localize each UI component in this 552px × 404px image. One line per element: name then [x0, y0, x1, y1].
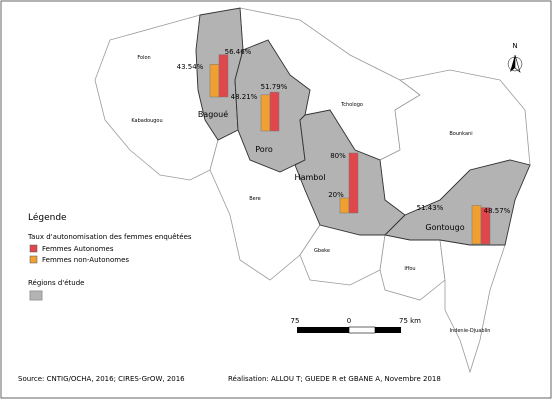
- background-regions: [94, 7, 531, 374]
- study-region-label: Poro: [255, 145, 273, 154]
- region-label: Indenie-Djuablin: [450, 328, 491, 334]
- bar-non-autonomes: [471, 205, 482, 245]
- credit: Réalisation: ALLOU T; GUEDE R et GBANE A…: [228, 375, 441, 383]
- study-region-label: Hambol: [295, 173, 326, 182]
- north-label: N: [512, 42, 517, 50]
- value-label: 51.43%: [417, 204, 444, 212]
- legend-subtitle: Taux d'autonomisation des femmes enquêté…: [27, 233, 192, 241]
- source: Source: CNTIG/OCHA, 2016; CIRES-GrOW, 20…: [18, 375, 185, 383]
- bar-autonomes: [348, 152, 359, 214]
- value-label: 43.54%: [177, 63, 204, 71]
- region-label: Bounkani: [449, 131, 472, 137]
- bar-autonomes: [218, 54, 229, 98]
- legend-swatch: [29, 244, 38, 253]
- scale-bar: 75 0 75 km: [291, 317, 421, 334]
- region-label: Kabadougou: [131, 118, 162, 124]
- value-label: 56.46%: [225, 48, 252, 56]
- scale-label: 75 km: [399, 317, 421, 325]
- study-region-label: Gontougo: [425, 223, 464, 232]
- bar-non-autonomes: [339, 197, 350, 214]
- legend-regions-title: Régions d'étude: [28, 279, 84, 287]
- region-label: Gbeke: [314, 248, 330, 254]
- bar-autonomes: [480, 207, 491, 245]
- region-label: Tchologo: [340, 102, 363, 108]
- region-label: Bere: [249, 196, 261, 202]
- value-label: 48.21%: [231, 93, 258, 101]
- bar-non-autonomes: [209, 64, 220, 98]
- legend-label: Femmes non-Autonomes: [42, 256, 129, 264]
- legend-label: Femmes Autonomes: [42, 245, 114, 253]
- value-label: 51.79%: [261, 83, 288, 91]
- bar-non-autonomes: [260, 94, 271, 132]
- study-region-label: Bagoué: [198, 109, 228, 119]
- value-label: 48.57%: [484, 207, 511, 215]
- bar-autonomes: [269, 91, 280, 132]
- legend-swatch: [29, 255, 38, 264]
- value-label: 20%: [328, 191, 344, 199]
- value-label: 80%: [330, 152, 346, 160]
- scale-label: 0: [347, 317, 351, 325]
- north-arrow: N: [507, 42, 523, 73]
- legend-title: Légende: [28, 212, 67, 223]
- legend-swatch: [29, 290, 43, 301]
- region-label: Folon: [137, 55, 150, 61]
- region-label: Iffou: [404, 266, 415, 272]
- scale-label: 75: [291, 317, 300, 325]
